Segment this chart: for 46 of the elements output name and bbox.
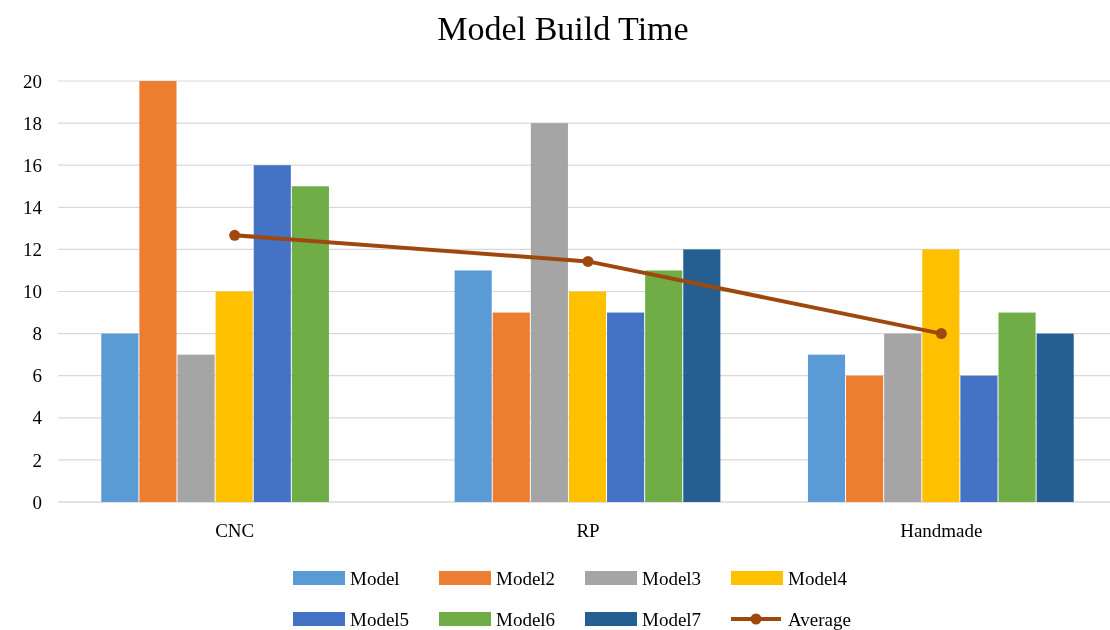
bar <box>101 333 139 502</box>
y-tick-label: 16 <box>23 154 42 176</box>
chart-title: Model Build Time <box>437 10 689 47</box>
bar <box>492 312 530 502</box>
bar <box>645 270 683 502</box>
bar <box>846 375 884 502</box>
bar <box>683 249 721 502</box>
bar <box>807 354 846 502</box>
x-tick-label: CNC <box>215 520 255 541</box>
y-tick-label: 8 <box>32 323 42 345</box>
bar <box>1036 333 1074 502</box>
bar <box>607 312 645 502</box>
bar <box>884 333 922 502</box>
bar <box>998 312 1036 502</box>
legend-label: Average <box>788 608 851 630</box>
y-tick-label: 0 <box>32 491 42 513</box>
bar <box>215 291 253 502</box>
point <box>229 229 241 241</box>
bar <box>922 249 960 502</box>
legend-label: Model4 <box>788 567 848 589</box>
bar <box>253 165 291 502</box>
bar <box>291 186 329 502</box>
x-tick-label: RP <box>576 520 600 541</box>
bar <box>530 123 568 502</box>
bar <box>568 291 607 502</box>
bar <box>960 375 998 502</box>
y-tick-label: 4 <box>32 407 43 429</box>
y-tick-label: 12 <box>23 239 42 261</box>
bar <box>139 81 177 502</box>
legend-label: Model <box>350 567 400 589</box>
legend-label: Model5 <box>350 608 410 630</box>
legend-label: Model6 <box>496 608 556 630</box>
legend-label: Model7 <box>642 608 702 630</box>
bar <box>177 354 215 502</box>
legend-label: Model2 <box>496 567 556 589</box>
y-tick-label: 18 <box>23 112 42 134</box>
y-tick-label: 10 <box>23 281 42 303</box>
y-tick-label: 2 <box>32 449 42 471</box>
legend-label: Model3 <box>642 567 702 589</box>
x-tick-label: Handmade <box>900 520 983 541</box>
point <box>582 255 594 267</box>
bar <box>454 270 492 502</box>
y-tick-label: 20 <box>23 70 42 92</box>
y-tick-label: 6 <box>32 365 42 387</box>
point <box>935 328 947 340</box>
y-tick-label: 14 <box>23 196 43 218</box>
